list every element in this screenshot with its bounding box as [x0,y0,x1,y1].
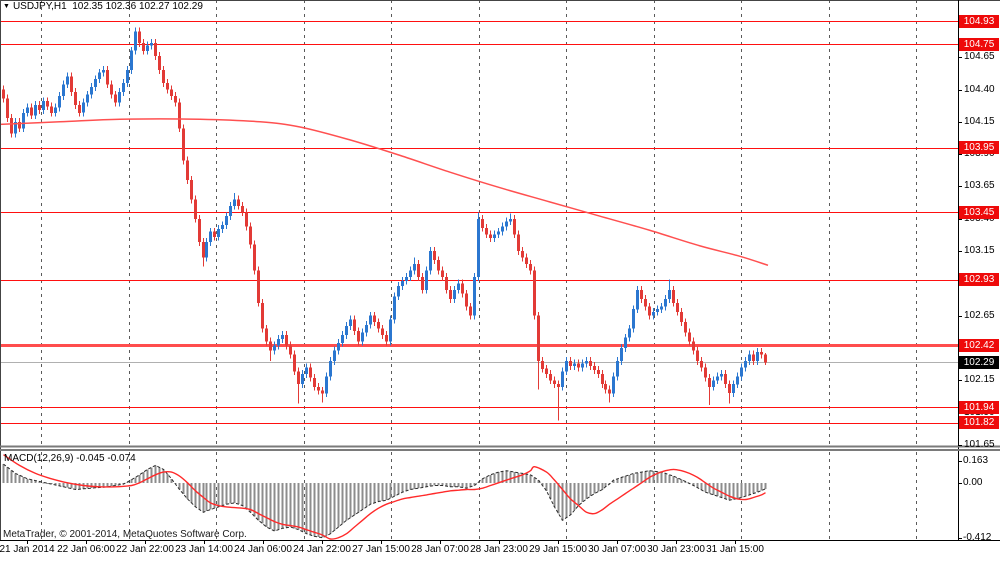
macd-tick-label: -0.412 [963,531,992,543]
time-tick-label: 22 Jan 06:00 [57,544,115,555]
axis-tick-marks [27,25,962,544]
time-tick-label: 28 Jan 07:00 [411,544,469,555]
price-tick-label: 103.65 [964,180,995,192]
price-tick-label: 104.40 [964,83,995,95]
time-tick-label: 23 Jan 14:00 [175,544,233,555]
price-level-badge: 103.45 [959,205,999,219]
time-tick-label: 24 Jan 22:00 [293,544,351,555]
price-level-badge: 102.93 [959,273,999,287]
price-level-badge: 101.82 [959,416,999,430]
price-tick-label: 104.65 [964,51,995,63]
macd-signal-line [3,454,766,540]
price-level-badge: 103.95 [959,141,999,155]
time-tick-label: 30 Jan 23:00 [647,544,705,555]
price-tick-label: 102.15 [964,374,995,386]
price-level-badge: 104.93 [959,14,999,28]
time-tick-label: 21 Jan 2014 [0,544,55,555]
time-tick-label: 30 Jan 07:00 [588,544,646,555]
copyright-text: MetaTrader, © 2001-2014, MetaQuotes Soft… [3,529,247,540]
time-tick-label: 31 Jan 15:00 [706,544,764,555]
macd-main-line [3,463,766,539]
chart-borders [0,0,1000,541]
price-tick-label: 102.65 [964,309,995,321]
resistance-support-lines [0,20,958,425]
macd-tick-label: 0.163 [963,454,989,466]
symbol-info-bar: ▼ USDJPY,H1 102.35 102.36 102.27 102.29 [3,1,203,13]
symbol-ohlc-text: USDJPY,H1 102.35 102.36 102.27 102.29 [12,1,203,12]
chevron-down-icon[interactable]: ▼ [3,3,10,10]
price-tick-label: 101.65 [964,438,995,450]
candlesticks [2,27,767,421]
current-price-badge: 102.29 [959,355,999,369]
ma-line [0,118,769,267]
time-tick-label: 24 Jan 06:00 [234,544,292,555]
time-tick-label: 22 Jan 22:00 [116,544,174,555]
time-tick-label: 29 Jan 15:00 [529,544,587,555]
macd-histogram [2,464,767,538]
time-tick-label: 28 Jan 23:00 [470,544,528,555]
macd-indicator-label: MACD(12,26,9) -0.045 -0.074 [4,453,136,464]
price-tick-label: 104.15 [964,115,995,127]
price-level-badge: 102.42 [959,338,999,352]
price-level-badge: 101.94 [959,400,999,414]
macd-tick-label: 0.00 [963,476,983,488]
price-tick-label: 103.15 [964,245,995,257]
time-tick-label: 27 Jan 15:00 [352,544,410,555]
price-level-badge: 104.75 [959,37,999,51]
